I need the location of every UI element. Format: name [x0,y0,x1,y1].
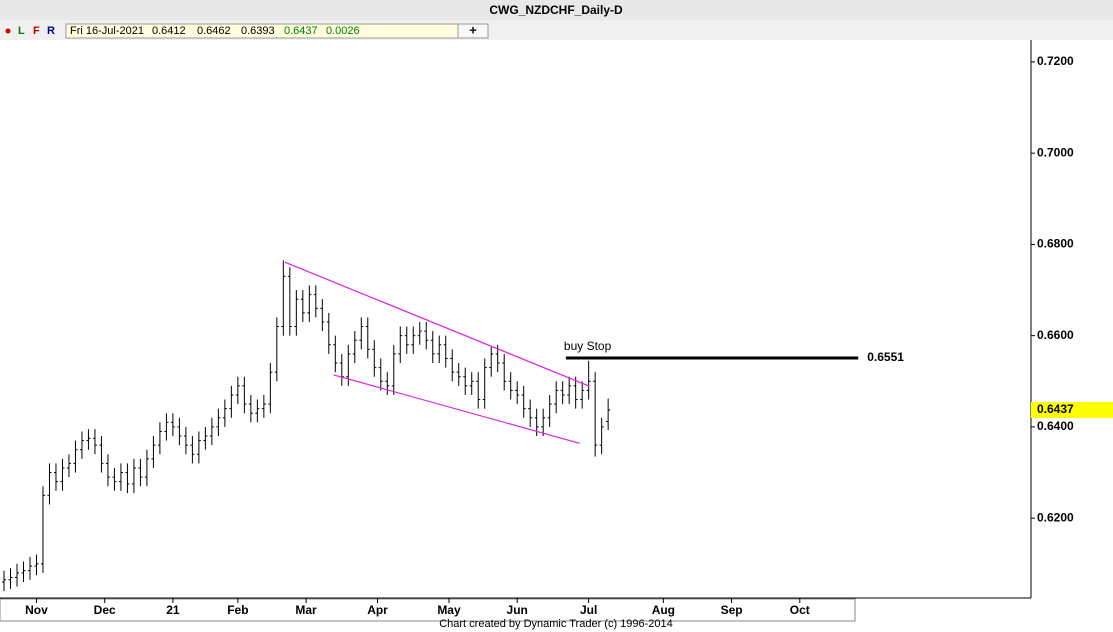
x-tick-label: May [437,603,461,617]
trendline [284,261,590,387]
info-low: 0.6393 [241,25,275,37]
stop-label: buy Stop [564,339,612,353]
x-tick-label: Mar [295,603,317,617]
toolbar-button[interactable]: F [33,25,40,37]
info-close: 0.6437 [284,25,318,37]
last-price: 0.6437 [1037,402,1074,416]
y-tick-label: 0.6400 [1037,419,1074,433]
x-tick-label: Nov [25,603,48,617]
footer: Chart created by Dynamic Trader (c) 1996… [439,618,673,630]
toolbar-button[interactable]: R [47,25,55,37]
info-change: 0.0026 [326,25,360,37]
x-tick-label: Jul [580,603,597,617]
info-high: 0.6462 [197,25,231,37]
status-dot [5,28,11,34]
y-tick-label: 0.7200 [1037,54,1074,68]
info-open: 0.6412 [152,25,186,37]
y-tick-label: 0.6200 [1037,510,1074,524]
y-tick-label: 0.7000 [1037,145,1074,159]
title-bar [0,0,1113,20]
last-price-badge [1031,402,1113,419]
trendline [333,374,580,444]
x-tick-label: 21 [166,603,180,617]
x-tick-label: Aug [652,603,675,617]
add-box [457,23,489,39]
info-date: Fri 16-Jul-2021 [70,25,144,37]
x-tick-label: Sep [721,603,743,617]
x-tick-label: Feb [227,603,248,617]
y-tick-label: 0.6800 [1037,237,1074,251]
x-tick-label: Jun [507,603,528,617]
date-axis [0,598,856,622]
y-tick-label: 0.6600 [1037,328,1074,342]
plot: 0.7200 0.7000 0.6800 0.6600 0.6400 0.6200 Nov D… [2,54,1113,617]
add-button[interactable]: + [469,22,477,37]
x-tick-label: Apr [367,603,388,617]
x-tick-label: Oct [790,603,810,617]
plot-background [0,40,1113,632]
x-tick-label: Dec [94,603,116,617]
stop-value: 0.6551 [867,350,904,364]
toolbar-button[interactable]: L [18,25,25,37]
chart-title: CWG_NZDCHF_Daily-D [489,3,623,17]
